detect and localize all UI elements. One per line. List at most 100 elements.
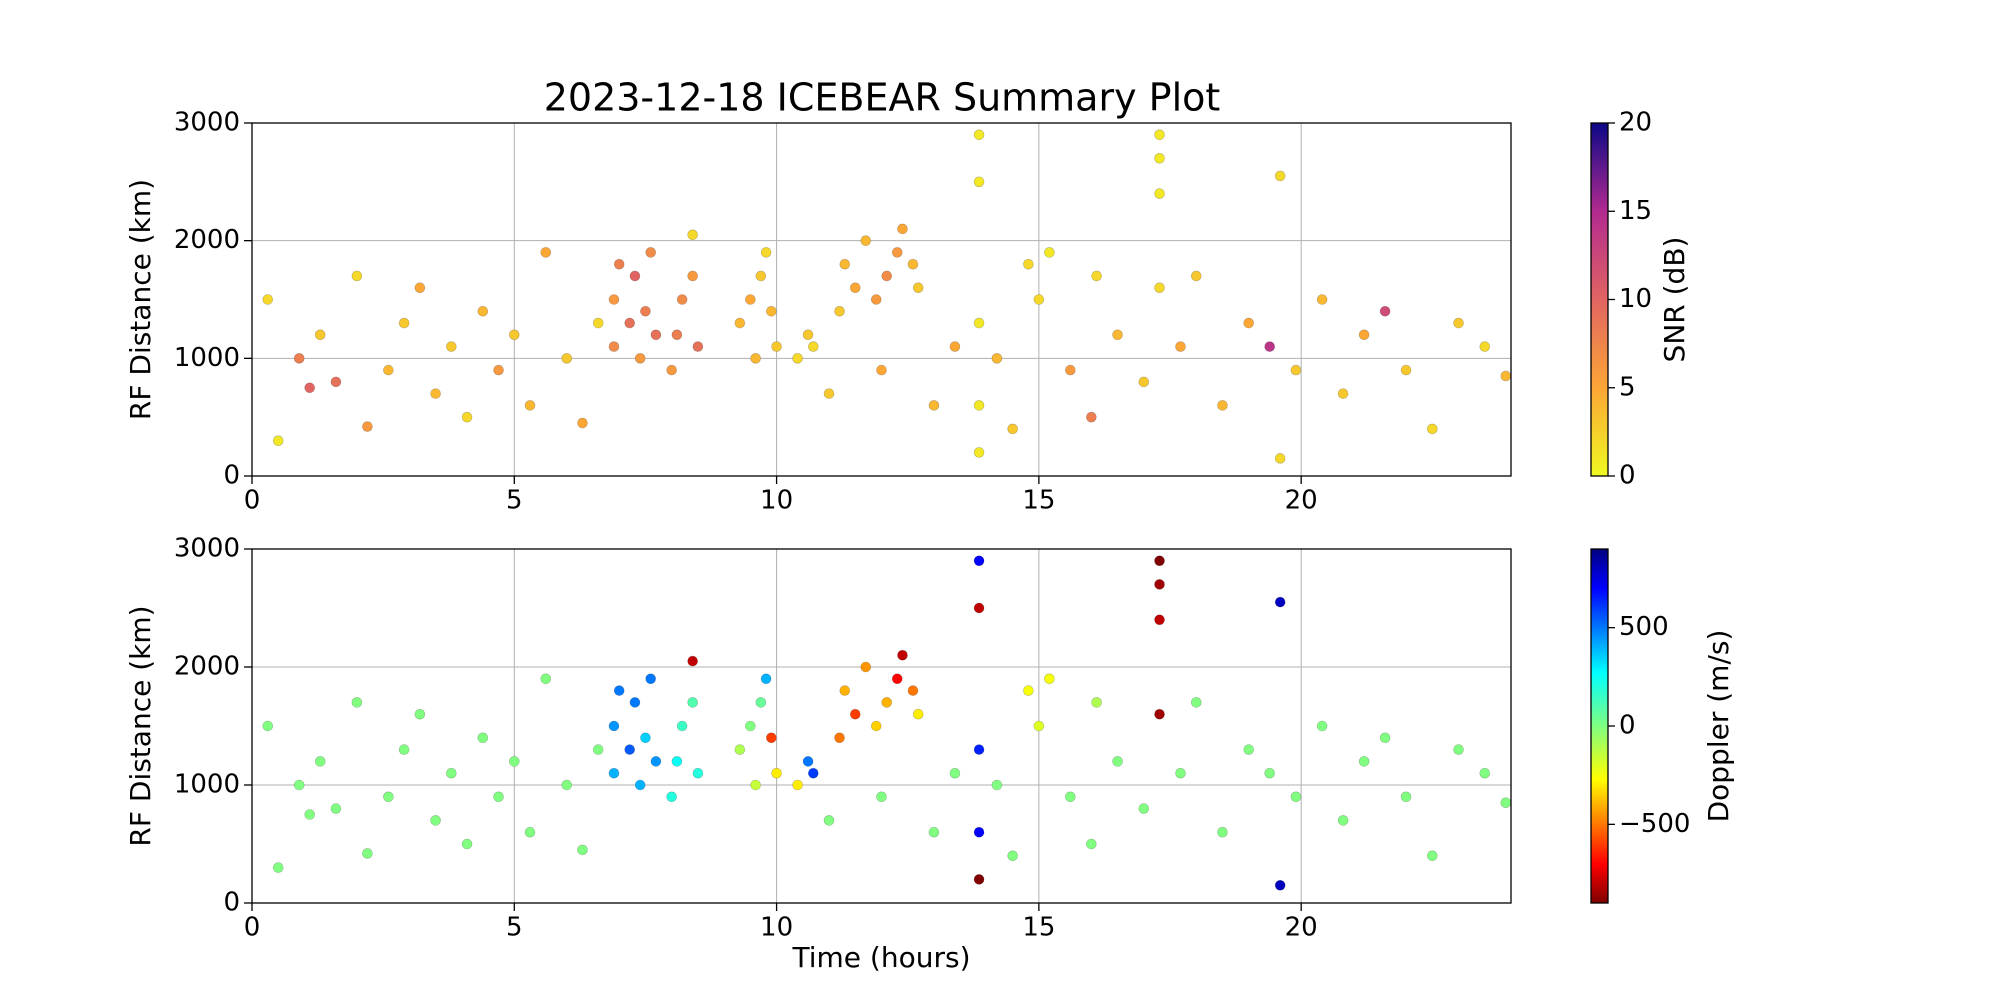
y-tick-label: 2000 (174, 225, 240, 255)
point (860, 235, 872, 246)
point (1500, 370, 1512, 382)
point (430, 815, 441, 826)
point (540, 247, 552, 258)
point (991, 779, 1003, 791)
point (734, 317, 746, 329)
point (1217, 826, 1228, 838)
point (1453, 744, 1464, 755)
point (876, 791, 887, 803)
point (314, 329, 326, 341)
point (1033, 720, 1045, 732)
point (1264, 341, 1275, 352)
point (755, 270, 767, 282)
point (508, 756, 520, 767)
point (624, 317, 636, 329)
point (849, 282, 861, 294)
point (1358, 756, 1370, 767)
point (734, 744, 746, 755)
point (608, 341, 620, 352)
point (991, 353, 1003, 364)
point (613, 685, 625, 696)
point (645, 247, 656, 258)
colorbar-tick-label: 5 (1619, 372, 1636, 402)
point (760, 673, 772, 685)
y-tick-label: 3000 (174, 534, 240, 564)
x-axis-label: Time (hours) (792, 941, 971, 974)
point (493, 364, 504, 376)
colorbar (1590, 122, 1609, 477)
point (760, 247, 772, 258)
x-tick-label: 15 (1022, 486, 1055, 516)
point (792, 353, 803, 364)
y-tick-label: 3000 (174, 108, 240, 138)
point (351, 697, 363, 708)
x-tick-label: 0 (244, 486, 261, 516)
colorbar-tick-label: 10 (1619, 284, 1652, 314)
point (881, 270, 893, 282)
point (592, 317, 604, 329)
point (1358, 329, 1370, 341)
point (608, 720, 620, 732)
point (650, 756, 662, 767)
point (561, 779, 573, 791)
point (912, 708, 924, 720)
point (524, 826, 536, 838)
point (1379, 305, 1391, 317)
point (839, 685, 851, 696)
point (561, 353, 573, 364)
point (477, 732, 489, 744)
point (666, 791, 677, 803)
point (792, 779, 803, 791)
x-tick-label: 10 (760, 486, 793, 516)
point (592, 744, 604, 755)
point (1033, 294, 1045, 305)
point (314, 756, 326, 767)
point (1007, 850, 1018, 862)
colorbar-tick-label: 0 (1619, 711, 1636, 741)
point (1316, 720, 1328, 732)
point (860, 661, 872, 673)
point (540, 673, 552, 685)
point (1154, 282, 1165, 294)
point (461, 838, 473, 850)
point (1112, 756, 1123, 767)
point (293, 779, 305, 791)
point (687, 229, 698, 241)
colorbar-label: SNR (dB) (1658, 237, 1691, 363)
point (1044, 673, 1055, 685)
point (640, 305, 651, 317)
point (524, 400, 536, 411)
point (351, 270, 363, 282)
point (870, 294, 882, 305)
point (1274, 453, 1286, 464)
point (1274, 596, 1286, 608)
point (834, 732, 845, 744)
y-axis-label: RF Distance (km) (124, 605, 157, 846)
point (671, 756, 683, 767)
point (666, 364, 677, 376)
point (446, 767, 457, 779)
colorbar-tick-label: 500 (1619, 612, 1669, 642)
point (891, 673, 903, 685)
point (891, 247, 903, 258)
x-tick-label: 20 (1285, 913, 1318, 943)
point (1479, 767, 1491, 779)
point (808, 341, 819, 352)
point (362, 848, 373, 859)
point (414, 282, 426, 294)
point (493, 791, 504, 803)
point (383, 364, 394, 376)
point (430, 388, 441, 399)
point (577, 844, 588, 856)
point (671, 329, 683, 341)
point (272, 862, 284, 873)
point (414, 708, 426, 720)
point (1479, 341, 1491, 352)
x-tick-label: 10 (760, 913, 793, 943)
point (1243, 317, 1255, 329)
x-tick-label: 5 (506, 913, 523, 943)
point (766, 732, 777, 744)
point (629, 697, 641, 708)
point (745, 294, 756, 305)
